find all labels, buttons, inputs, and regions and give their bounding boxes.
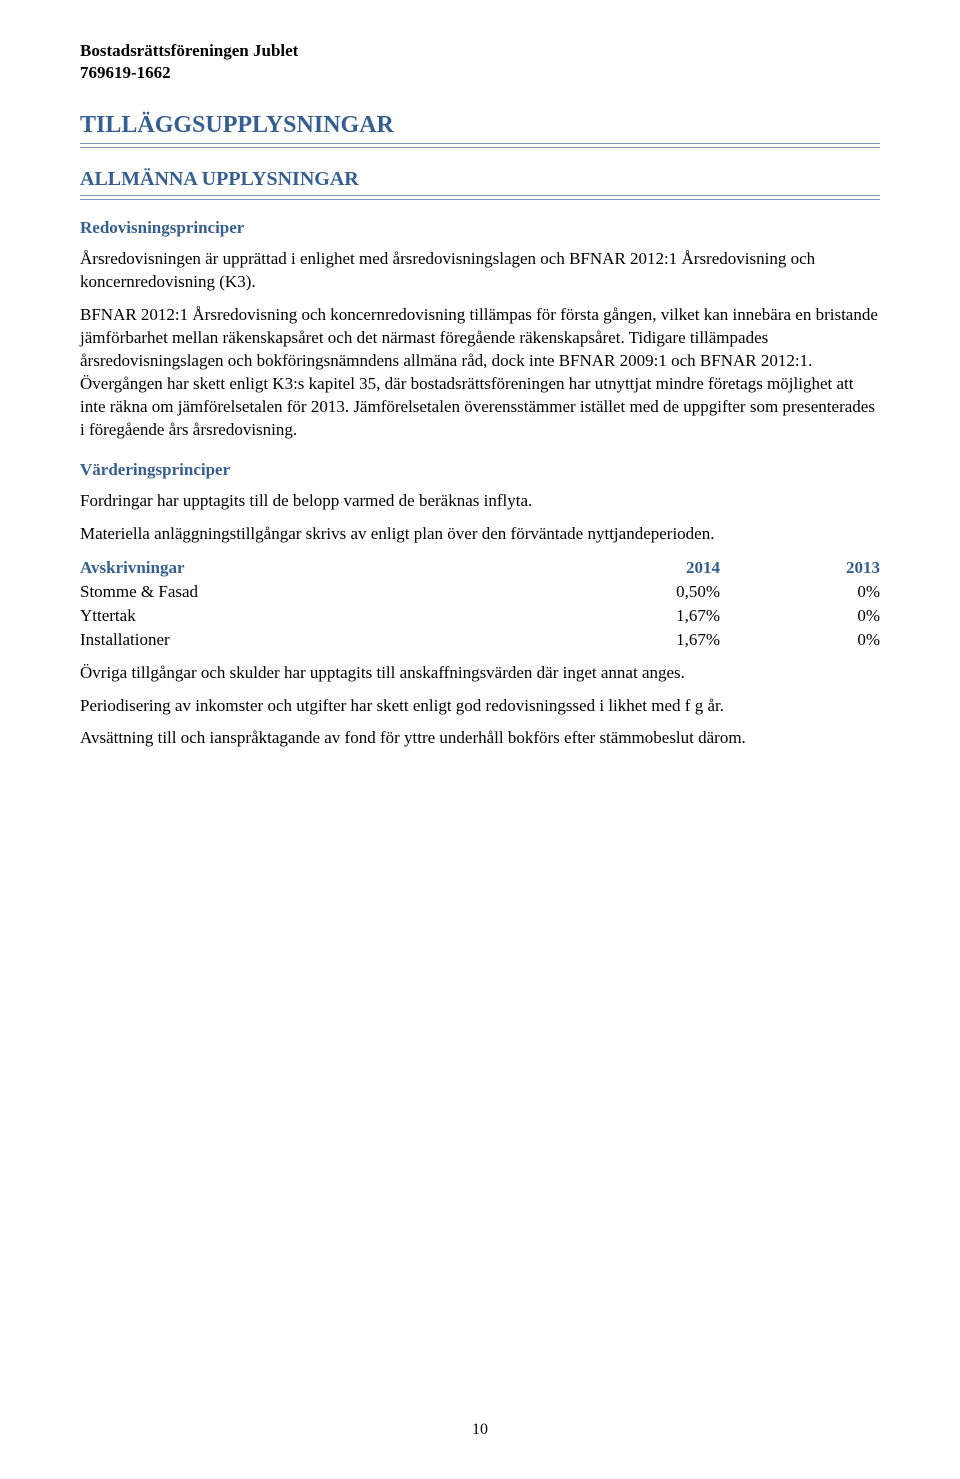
table-row: Stomme & Fasad 0,50% 0% bbox=[80, 580, 880, 604]
after-table-para-2: Periodisering av inkomster och utgifter … bbox=[80, 695, 880, 718]
table-cell-y2: 0% bbox=[720, 628, 880, 652]
after-table-para-3: Avsättning till och ianspråktagande av f… bbox=[80, 727, 880, 750]
depreciation-table: Avskrivningar 2014 2013 Stomme & Fasad 0… bbox=[80, 556, 880, 652]
table-cell-label: Stomme & Fasad bbox=[80, 580, 560, 604]
section-rule bbox=[80, 195, 880, 200]
org-name: Bostadsrättsföreningen Jublet bbox=[80, 40, 880, 62]
h3-varderingsprinciper: Värderingsprinciper bbox=[80, 460, 880, 480]
table-header-row: Avskrivningar 2014 2013 bbox=[80, 556, 880, 580]
table-header-year1: 2014 bbox=[560, 556, 720, 580]
redov-para-1: Årsredovisningen är upprättad i enlighet… bbox=[80, 248, 880, 294]
table-cell-y1: 1,67% bbox=[560, 628, 720, 652]
h3-redovisningsprinciper: Redovisningsprinciper bbox=[80, 218, 880, 238]
table-header-year2: 2013 bbox=[720, 556, 880, 580]
table-cell-y1: 1,67% bbox=[560, 604, 720, 628]
main-title: TILLÄGGSUPPLYSNINGAR bbox=[80, 112, 880, 139]
redov-para-2: BFNAR 2012:1 Årsredovisning och koncernr… bbox=[80, 304, 880, 442]
table-cell-label: Yttertak bbox=[80, 604, 560, 628]
table-header-label: Avskrivningar bbox=[80, 556, 560, 580]
page-number: 10 bbox=[0, 1421, 960, 1439]
table-cell-y1: 0,50% bbox=[560, 580, 720, 604]
table-cell-y2: 0% bbox=[720, 604, 880, 628]
vard-para-2: Materiella anläggningstillgångar skrivs … bbox=[80, 523, 880, 546]
document-page: Bostadsrättsföreningen Jublet 769619-166… bbox=[0, 0, 960, 1479]
table-row: Installationer 1,67% 0% bbox=[80, 628, 880, 652]
table-cell-y2: 0% bbox=[720, 580, 880, 604]
table-cell-label: Installationer bbox=[80, 628, 560, 652]
section-allmanna-title: ALLMÄNNA UPPLYSNINGAR bbox=[80, 168, 880, 191]
vard-para-1: Fordringar har upptagits till de belopp … bbox=[80, 490, 880, 513]
org-number: 769619-1662 bbox=[80, 62, 880, 84]
table-row: Yttertak 1,67% 0% bbox=[80, 604, 880, 628]
title-rule bbox=[80, 143, 880, 148]
after-table-para-1: Övriga tillgångar och skulder har upptag… bbox=[80, 662, 880, 685]
